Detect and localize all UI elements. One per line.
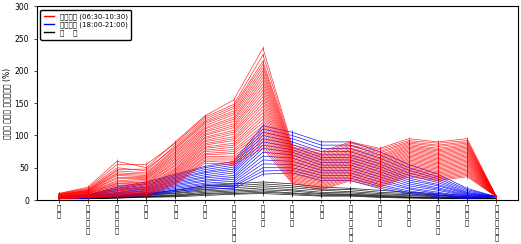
Y-axis label: 열차별 구간별 차내혼잡도 (%): 열차별 구간별 차내혼잡도 (%) [3, 68, 12, 139]
Legend: 오전첨두 (06:30-10:30), 오후첨두 (18:00-21:00), 평    시: 오전첨두 (06:30-10:30), 오후첨두 (18:00-21:00), … [40, 10, 131, 40]
